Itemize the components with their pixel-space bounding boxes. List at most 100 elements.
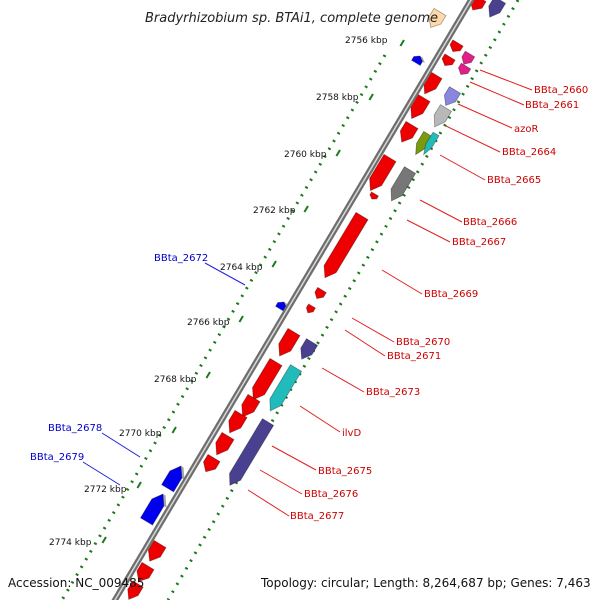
tick-mark <box>335 149 341 157</box>
gene-arrow[interactable] <box>369 191 381 200</box>
gene-label[interactable]: BBta_2660 <box>534 85 588 96</box>
gene-arrow[interactable] <box>278 327 303 357</box>
leader-line <box>259 469 303 495</box>
leader-line <box>457 103 513 129</box>
kbp-labels: 2756 kbp 2758 kbp 2760 kbp 2762 kbp 2764… <box>49 36 388 548</box>
gene-label[interactable]: ilvD <box>342 428 361 439</box>
leader-line <box>271 445 317 471</box>
gene-label[interactable]: BBta_2679 <box>30 452 84 463</box>
gene-arrow[interactable] <box>269 364 305 412</box>
leader-line <box>479 69 533 91</box>
gene-label[interactable]: BBta_2676 <box>304 489 358 500</box>
gene-label[interactable]: BBta_2677 <box>290 511 344 522</box>
leader-line <box>204 262 246 286</box>
tick-mark <box>368 93 374 101</box>
gene-arrow[interactable] <box>449 39 466 52</box>
gene-arrow[interactable] <box>229 418 277 487</box>
gene-arrow[interactable] <box>147 539 169 562</box>
genome-backbone-highlight <box>114 0 472 600</box>
gene-arrow[interactable] <box>252 357 285 401</box>
gene-arrow[interactable] <box>139 493 167 526</box>
tick-label: 2772 kbp <box>84 485 127 495</box>
gene-arrow[interactable] <box>300 338 321 360</box>
gene-arrow[interactable] <box>441 53 458 66</box>
gene-arrow[interactable] <box>305 303 318 314</box>
gene-label[interactable]: BBta_2670 <box>396 337 450 348</box>
tick-label: 2756 kbp <box>345 36 388 46</box>
accession-label: Accession: NC_009485 <box>8 576 144 590</box>
gene-arrow[interactable] <box>241 393 263 418</box>
tick-label: 2758 kbp <box>316 93 359 103</box>
leader-line <box>351 317 395 343</box>
gene-arrow[interactable] <box>411 55 426 66</box>
inner-dotted-track <box>166 0 520 600</box>
tick-label: 2760 kbp <box>284 150 327 160</box>
gene-label[interactable]: BBta_2678 <box>48 423 102 434</box>
gene-arrow[interactable] <box>423 131 442 156</box>
leader-line <box>344 329 386 357</box>
leader-line <box>406 219 451 243</box>
gene-label[interactable]: BBta_2665 <box>487 175 541 186</box>
tick-mark <box>205 371 211 379</box>
tick-label: 2768 kbp <box>154 375 197 385</box>
tick-mark <box>399 39 405 47</box>
leader-line <box>247 489 290 517</box>
gene-label[interactable]: BBta_2664 <box>502 147 556 158</box>
gene-labels: BBta_2660 BBta_2661 azoR BBta_2664 BBta_… <box>30 85 588 522</box>
gene-label[interactable]: BBta_2666 <box>463 217 517 228</box>
tick-label: 2774 kbp <box>49 538 92 548</box>
gene-arrow[interactable] <box>203 453 223 473</box>
tick-mark <box>136 481 142 489</box>
gene-arrow[interactable] <box>458 62 474 76</box>
topology-label: Topology: circular; Length: 8,264,687 bp… <box>260 576 591 590</box>
gene-arrow[interactable] <box>369 153 399 192</box>
tick-mark <box>101 536 107 544</box>
leader-line <box>439 154 486 181</box>
outer-dotted-track <box>60 54 387 600</box>
gene-arrow[interactable] <box>433 104 455 128</box>
tick-mark <box>238 315 244 323</box>
leader-line <box>82 461 121 486</box>
tick-mark <box>271 260 277 268</box>
gene-arrow[interactable] <box>127 580 146 600</box>
gene-arrow[interactable] <box>443 86 464 106</box>
gene-arrow[interactable] <box>399 120 421 143</box>
leader-line <box>419 199 463 223</box>
leader-line <box>321 367 365 393</box>
gene-label[interactable]: BBta_2671 <box>387 351 441 362</box>
gene-label[interactable]: BBta_2669 <box>424 289 478 300</box>
leader-line <box>469 81 525 106</box>
gene-arrow[interactable] <box>314 286 329 300</box>
gene-arrow[interactable] <box>215 431 237 456</box>
tick-mark <box>303 205 309 213</box>
gene-arrow[interactable] <box>390 166 419 202</box>
tick-label: 2764 kbp <box>220 263 263 273</box>
gene-label[interactable]: BBta_2673 <box>366 387 420 398</box>
tick-label: 2766 kbp <box>187 318 230 328</box>
gene-label[interactable]: BBta_2661 <box>525 100 579 111</box>
gene-arrow[interactable] <box>461 50 478 65</box>
gene-label[interactable]: BBta_2672 <box>154 253 208 264</box>
leader-line <box>381 269 423 295</box>
leader-line <box>299 405 341 433</box>
gene-arrow[interactable] <box>136 561 157 582</box>
gene-label[interactable]: azoR <box>514 124 538 135</box>
gene-arrow[interactable] <box>488 0 509 18</box>
gene-arrow[interactable] <box>323 211 371 279</box>
gene-arrow[interactable] <box>469 0 489 11</box>
gene-arrow[interactable] <box>428 7 449 28</box>
gene-arrow[interactable] <box>228 409 250 434</box>
gene-arrow[interactable] <box>161 465 185 493</box>
gene-features <box>127 0 509 600</box>
gene-label[interactable]: BBta_2675 <box>318 466 372 477</box>
leader-lines <box>82 69 533 517</box>
leader-line <box>445 125 501 153</box>
gene-label[interactable]: BBta_2667 <box>452 237 506 248</box>
tick-label: 2762 kbp <box>253 206 296 216</box>
leader-line <box>101 432 141 458</box>
tick-mark <box>171 426 177 434</box>
tick-marks <box>101 39 405 544</box>
tick-label: 2770 kbp <box>119 429 162 439</box>
